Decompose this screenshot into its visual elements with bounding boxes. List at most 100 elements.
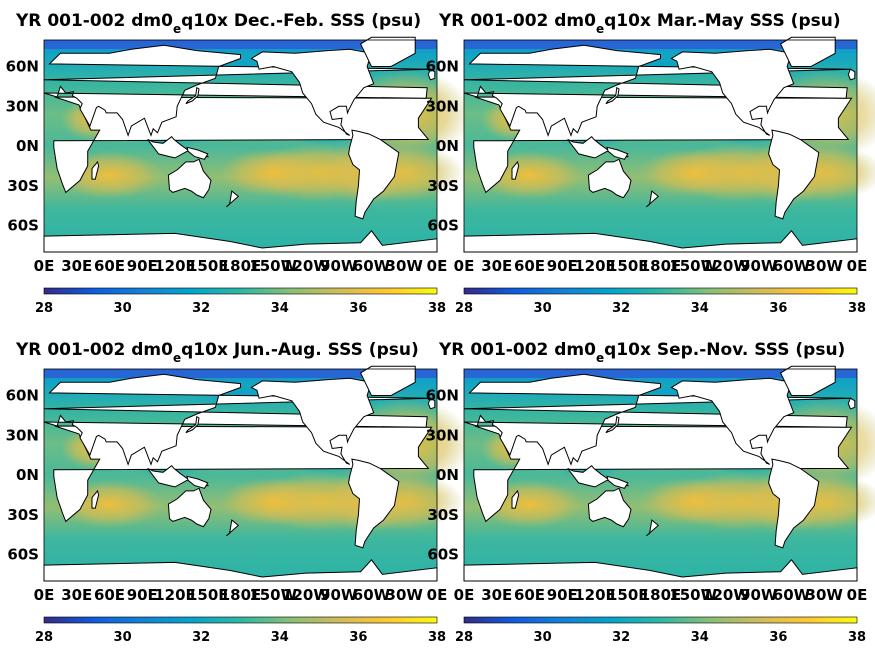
lat-tick-label: 30S bbox=[7, 177, 39, 195]
lat-tick-label: 30N bbox=[6, 97, 39, 115]
lon-tick-label: 0E bbox=[454, 257, 475, 275]
lat-tick-label: 30S bbox=[7, 506, 39, 524]
landmass-nz bbox=[645, 190, 660, 208]
landmass-australia bbox=[167, 487, 212, 528]
landmass-uk bbox=[847, 397, 856, 410]
lat-tick-label: 0N bbox=[436, 137, 459, 155]
landmass-greenland bbox=[359, 36, 416, 67]
colorbar-tick-label: 32 bbox=[612, 301, 630, 316]
high-salinity-region bbox=[638, 148, 748, 197]
lon-tick-label: 0E bbox=[34, 586, 55, 604]
lon-tick-label: 150E bbox=[607, 586, 649, 604]
landmass-newguinea bbox=[186, 475, 209, 489]
map-3: 60N 30N 0N 30S 60S 0E 30E 60E 90E120E150E180E150… bbox=[6, 365, 472, 645]
lon-tick-label: 0E bbox=[34, 257, 55, 275]
landmass-madagascar bbox=[511, 489, 520, 509]
lon-tick-label: 60W bbox=[353, 257, 391, 275]
landmass-uk bbox=[847, 68, 856, 81]
panel-3: YR 001-002 dm0eq10x Jun.-Aug. SSS (psu) bbox=[15, 340, 419, 365]
lon-tick-label: 60E bbox=[94, 586, 125, 604]
lon-tick-label: 180E bbox=[220, 257, 262, 275]
colorbar-tick-label: 38 bbox=[848, 630, 866, 645]
colorbar bbox=[43, 616, 438, 624]
panel-4: YR 001-002 dm0eq10x Sep.-Nov. SSS (psu) bbox=[438, 340, 845, 365]
lon-tick-label: 30E bbox=[61, 257, 92, 275]
arctic-fresh-band bbox=[464, 40, 857, 49]
arctic-fresh-band bbox=[44, 40, 437, 49]
colorbar-tick-label: 32 bbox=[612, 630, 630, 645]
lon-tick-label: 150W bbox=[669, 586, 717, 604]
lon-tick-label: 30E bbox=[481, 257, 512, 275]
lat-tick-label: 0N bbox=[16, 466, 39, 484]
lon-tick-label: 150W bbox=[249, 586, 297, 604]
map-4: 60N 30N 0N 30S 60S 0E 30E 60E 90E120E150E180E150… bbox=[426, 365, 875, 645]
colorbar-tick-label: 28 bbox=[35, 301, 53, 316]
colorbar-tick-label: 36 bbox=[349, 630, 367, 645]
lon-tick-label: 60W bbox=[353, 586, 391, 604]
lon-tick-label: 120E bbox=[574, 257, 616, 275]
colorbar-tick-label: 28 bbox=[35, 630, 53, 645]
lon-tick-label: 60E bbox=[94, 257, 125, 275]
lat-tick-label: 60S bbox=[427, 546, 459, 564]
colorbar-tick-label: 34 bbox=[691, 630, 709, 645]
lat-tick-label: 30S bbox=[427, 177, 459, 195]
landmass-nz bbox=[225, 190, 240, 208]
landmass-greenland bbox=[359, 365, 416, 396]
landmass-samerica bbox=[348, 458, 400, 549]
lat-tick-label: 60N bbox=[426, 58, 459, 76]
colorbar-tick-label: 34 bbox=[271, 301, 289, 316]
landmass-australia bbox=[587, 487, 632, 528]
lat-tick-label: 0N bbox=[16, 137, 39, 155]
lon-tick-label: 120W bbox=[702, 257, 750, 275]
lon-tick-label: 30E bbox=[61, 586, 92, 604]
landmass-madagascar bbox=[91, 160, 100, 180]
map-frame bbox=[463, 39, 858, 253]
landmass-japan bbox=[605, 415, 620, 434]
landmass-samerica bbox=[768, 129, 820, 220]
high-salinity-region bbox=[218, 477, 328, 526]
colorbar-tick-label: 38 bbox=[428, 301, 446, 316]
lon-tick-label: 150E bbox=[187, 586, 229, 604]
landmass-newguinea bbox=[606, 475, 629, 489]
lon-tick-label: 90E bbox=[547, 586, 578, 604]
panel-1: YR 001-002 dm0eq10x Dec.-Feb. SSS (psu) bbox=[15, 11, 421, 36]
lat-tick-label: 0N bbox=[436, 466, 459, 484]
lon-tick-label: 120W bbox=[702, 586, 750, 604]
landmass-eurasia bbox=[43, 44, 432, 137]
landmass-eurasia bbox=[463, 373, 852, 466]
lon-tick-label: 90W bbox=[320, 257, 358, 275]
lat-tick-label: 30N bbox=[426, 426, 459, 444]
lon-tick-label: 90E bbox=[547, 257, 578, 275]
lon-tick-label: 30W bbox=[386, 586, 424, 604]
landmass-samerica bbox=[348, 129, 400, 220]
lon-tick-label: 0E bbox=[427, 257, 448, 275]
colorbar-tick-label: 30 bbox=[114, 301, 132, 316]
colorbar-tick-label: 28 bbox=[455, 301, 473, 316]
lat-tick-label: 30N bbox=[426, 97, 459, 115]
colorbar-tick-label: 32 bbox=[192, 301, 210, 316]
lon-tick-label: 0E bbox=[454, 586, 475, 604]
map-2: 60N 30N 0N 30S 60S 0E 30E 60E 90E120E150E180E150… bbox=[426, 36, 875, 316]
map-frame bbox=[463, 368, 858, 582]
lon-tick-label: 30W bbox=[806, 586, 844, 604]
landmass-madagascar bbox=[511, 160, 520, 180]
map-1: 60N 30N 0N 30S 60S 0E 30E 60E 90E120E150E180E150… bbox=[6, 36, 472, 316]
lat-tick-label: 60S bbox=[7, 546, 39, 564]
lon-tick-label: 120W bbox=[282, 586, 330, 604]
lon-tick-label: 0E bbox=[847, 586, 868, 604]
lon-tick-label: 150E bbox=[187, 257, 229, 275]
colorbar-tick-label: 34 bbox=[271, 630, 289, 645]
lon-tick-label: 90E bbox=[127, 257, 158, 275]
lat-tick-label: 60N bbox=[6, 58, 39, 76]
landmass-newguinea bbox=[606, 146, 629, 160]
landmass-uk bbox=[427, 68, 436, 81]
lon-tick-label: 0E bbox=[427, 586, 448, 604]
landmass-newguinea bbox=[186, 146, 209, 160]
lat-tick-label: 60S bbox=[427, 217, 459, 235]
lat-tick-label: 60N bbox=[426, 387, 459, 405]
panel-2: YR 001-002 dm0eq10x Mar.-May SSS (psu) bbox=[438, 11, 841, 36]
colorbar-tick-label: 30 bbox=[534, 630, 552, 645]
landmass-greenland bbox=[779, 36, 836, 67]
colorbar-tick-label: 36 bbox=[769, 630, 787, 645]
